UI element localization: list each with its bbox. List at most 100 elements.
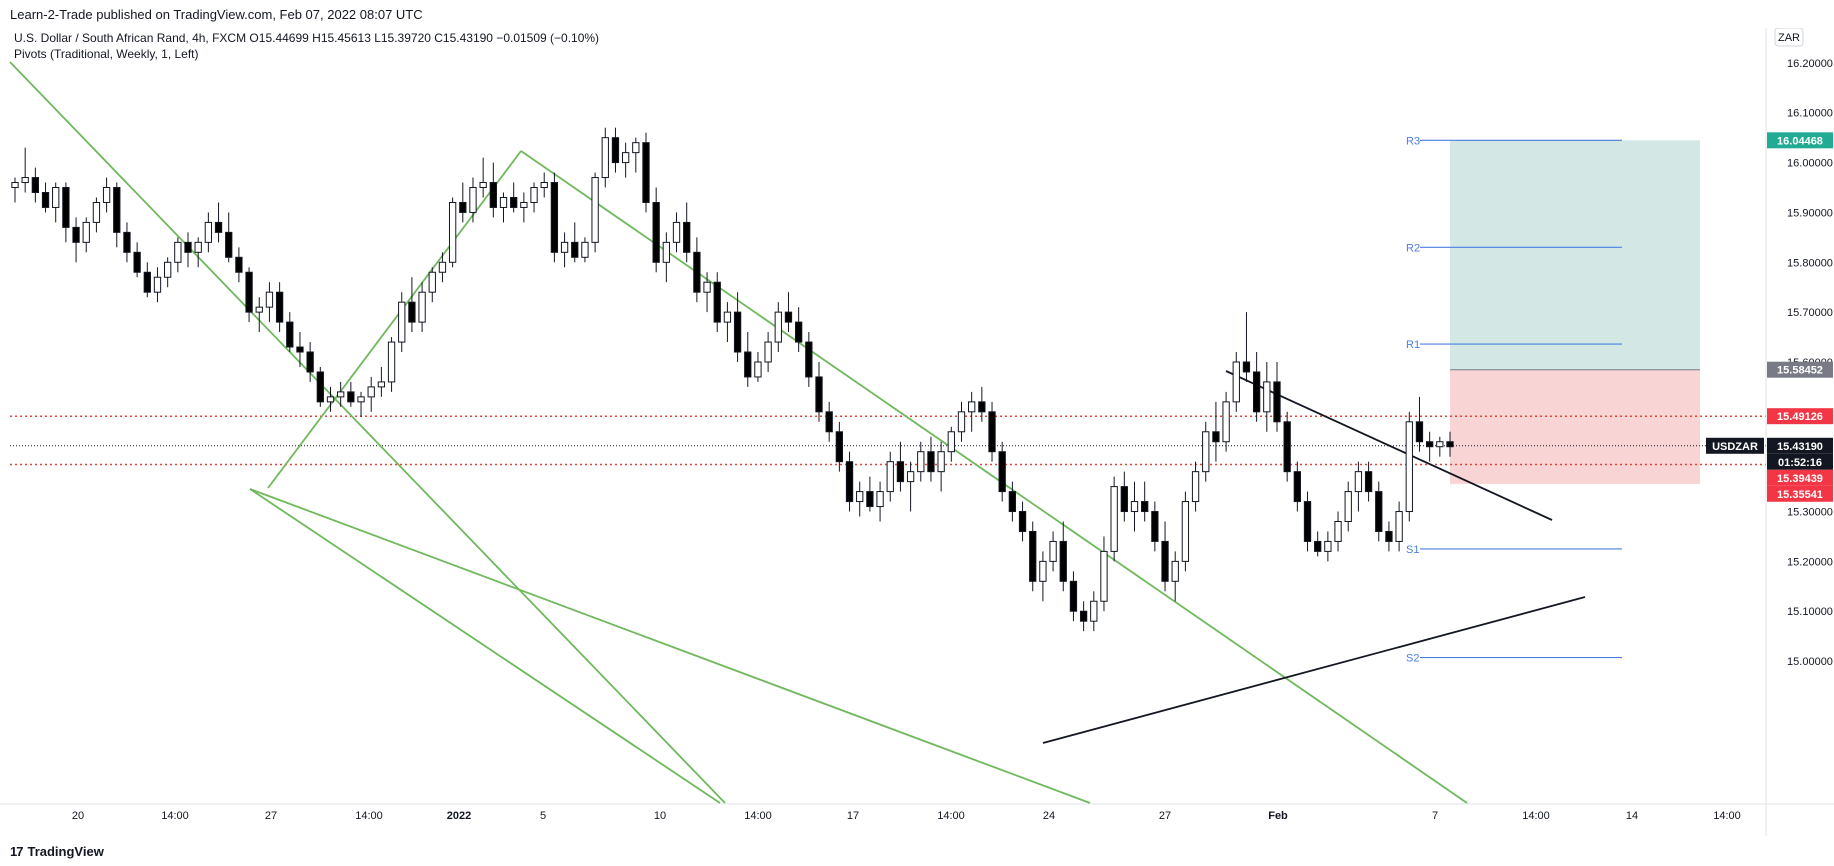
symbol-tag-label: USDZAR [1712, 441, 1758, 453]
candle-body [805, 341, 813, 378]
x-tick-label: 2022 [447, 810, 471, 822]
currency-button[interactable]: ZAR [1774, 28, 1804, 47]
candle-body [1130, 501, 1139, 513]
candle-body [1252, 371, 1261, 413]
candle-body [469, 187, 477, 213]
price-chart[interactable]: R3 R2 R1 S1 S2 U.S. Dollar / South African R… [0, 28, 1834, 836]
price-label: 15.49126 [1777, 411, 1823, 423]
candle-body [41, 192, 50, 208]
y-tick-label: 15.80000 [1787, 257, 1833, 269]
x-tick-label: 14:00 [1522, 810, 1550, 822]
candle-body [1202, 431, 1210, 473]
candle-body [927, 451, 935, 473]
candle-body [204, 221, 213, 243]
candle-body [784, 311, 793, 323]
candle-body [703, 281, 711, 293]
tradingview-logo[interactable]: 17 TradingView [10, 844, 104, 859]
candle-body [723, 311, 732, 323]
candle-body [591, 177, 599, 243]
candle-body [1314, 540, 1322, 552]
candle-body [184, 241, 192, 253]
candle-body [62, 187, 70, 228]
candle-body [1293, 471, 1301, 503]
candle-body [31, 177, 40, 194]
candle-body [1283, 421, 1291, 473]
candle-body [510, 196, 518, 208]
candle-body [448, 201, 457, 263]
candle-body [1334, 521, 1342, 542]
candle-body [153, 276, 162, 293]
candle-body [398, 301, 406, 343]
channel-line-2 [249, 488, 1091, 804]
candle-body [1100, 550, 1108, 602]
candle-body [367, 386, 375, 398]
pivot-label-r1: R1 [1406, 339, 1420, 351]
candle-body [1059, 540, 1067, 582]
candle-body [917, 451, 925, 473]
candle-body [896, 461, 905, 483]
candle-body [438, 261, 447, 273]
svg-text:ZAR: ZAR [1778, 32, 1800, 44]
candle-body [265, 291, 274, 308]
candle-body [856, 491, 864, 503]
candle-body [418, 291, 426, 323]
x-tick-label: 14:00 [355, 810, 383, 822]
candle-body [275, 291, 284, 323]
x-tick-label: 14:00 [937, 810, 965, 822]
candle-body [1049, 540, 1057, 562]
candle-body [968, 401, 976, 413]
candle-body [1161, 540, 1169, 582]
candle-body [387, 341, 396, 383]
candle-body [947, 431, 955, 453]
candle-body [1110, 486, 1118, 552]
y-tick-label: 16.00000 [1787, 158, 1833, 170]
x-tick-label: 17 [847, 810, 859, 822]
top-bar: Learn-2-Trade published on TradingView.c… [0, 0, 1834, 28]
candle-body [571, 241, 579, 258]
candle-body [1141, 501, 1149, 513]
candle-body [906, 471, 915, 483]
x-tick-label: 20 [72, 810, 84, 822]
candle-body [1029, 530, 1037, 582]
candle-body [876, 491, 884, 508]
triangle-lower-line [1042, 596, 1586, 744]
candle-body [957, 411, 966, 433]
candle-body [72, 226, 80, 243]
candle-body [1069, 580, 1078, 612]
candle-body [835, 431, 844, 463]
candle-body [611, 137, 620, 164]
candle-body [1324, 540, 1332, 552]
plot-area[interactable]: R3 R2 R1 S1 S2 [9, 61, 1766, 804]
candle-body [632, 142, 640, 154]
candle-body [978, 401, 986, 413]
candle-body [998, 451, 1006, 493]
candle-body [754, 361, 762, 378]
price-label: 15.39439 [1777, 473, 1823, 485]
candle-body [113, 187, 121, 233]
candle-body [245, 271, 253, 313]
pivot-label-s1: S1 [1406, 544, 1419, 556]
price-label-box [1767, 132, 1833, 149]
x-tick-label: 14:00 [161, 810, 189, 822]
y-tick-label: 15.70000 [1787, 307, 1833, 319]
candle-body [357, 396, 365, 403]
candle-body [581, 241, 589, 258]
candle-body [102, 187, 111, 203]
candle-body [1446, 441, 1454, 448]
pivot-label-s2: S2 [1406, 653, 1419, 665]
candle-body [11, 182, 19, 189]
channel-line-1 [9, 61, 726, 804]
candle-body [540, 182, 548, 189]
y-tick-label: 15.30000 [1787, 507, 1833, 519]
candle-body [164, 261, 172, 278]
candle-body [825, 411, 833, 433]
candle-body [1212, 431, 1220, 443]
x-tick-label: 24 [1043, 810, 1055, 822]
candle-body [662, 241, 671, 263]
x-tick-label: 7 [1432, 810, 1438, 822]
candle-body [652, 201, 660, 263]
candle-body [286, 321, 294, 348]
candle-body [1039, 560, 1047, 582]
candle-body [774, 311, 782, 343]
y-tick-label: 16.10000 [1787, 108, 1833, 120]
